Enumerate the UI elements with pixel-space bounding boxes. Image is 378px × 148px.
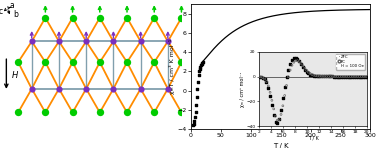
Point bbox=[199, 63, 205, 65]
Point bbox=[194, 87, 200, 90]
Text: c: c bbox=[0, 7, 3, 16]
Point bbox=[29, 88, 35, 90]
Point bbox=[198, 63, 204, 66]
X-axis label: T / K: T / K bbox=[273, 143, 288, 148]
Point bbox=[70, 61, 76, 63]
Point bbox=[42, 61, 48, 63]
Point bbox=[196, 70, 202, 73]
Point bbox=[151, 111, 157, 114]
Point bbox=[42, 111, 48, 114]
Point bbox=[165, 88, 171, 90]
Point bbox=[15, 61, 21, 63]
Point bbox=[97, 111, 103, 114]
Point bbox=[83, 40, 89, 43]
Point bbox=[124, 17, 130, 19]
Point bbox=[42, 17, 48, 19]
Text: $H$: $H$ bbox=[11, 69, 19, 79]
Point bbox=[193, 104, 199, 106]
Point bbox=[192, 116, 198, 118]
Point bbox=[192, 120, 198, 122]
Point bbox=[165, 40, 171, 43]
Point bbox=[29, 40, 35, 43]
Point bbox=[97, 17, 103, 19]
Point bbox=[151, 17, 157, 19]
Point bbox=[110, 40, 116, 43]
Text: a: a bbox=[9, 1, 14, 10]
Point bbox=[15, 111, 21, 114]
Point bbox=[194, 96, 200, 98]
Point bbox=[197, 67, 203, 70]
Point bbox=[199, 62, 205, 64]
Point bbox=[178, 61, 184, 63]
Point bbox=[70, 111, 76, 114]
Text: b: b bbox=[13, 10, 18, 18]
Point bbox=[191, 123, 197, 125]
Point bbox=[138, 40, 144, 43]
Point bbox=[83, 88, 89, 90]
Point bbox=[56, 40, 62, 43]
Point bbox=[190, 124, 196, 126]
Point bbox=[196, 74, 202, 76]
Point bbox=[110, 88, 116, 90]
Point bbox=[195, 81, 201, 83]
Point bbox=[124, 61, 130, 63]
Point bbox=[178, 17, 184, 19]
Point bbox=[178, 111, 184, 114]
Point bbox=[97, 61, 103, 63]
Point bbox=[193, 110, 199, 113]
Point bbox=[56, 88, 62, 90]
Point bbox=[138, 88, 144, 90]
Point bbox=[200, 61, 206, 63]
Point bbox=[70, 17, 76, 19]
Point bbox=[151, 61, 157, 63]
Point bbox=[197, 65, 203, 68]
Y-axis label: χₘT / cm³ K mol⁻¹: χₘT / cm³ K mol⁻¹ bbox=[169, 39, 175, 94]
Point bbox=[124, 111, 130, 114]
